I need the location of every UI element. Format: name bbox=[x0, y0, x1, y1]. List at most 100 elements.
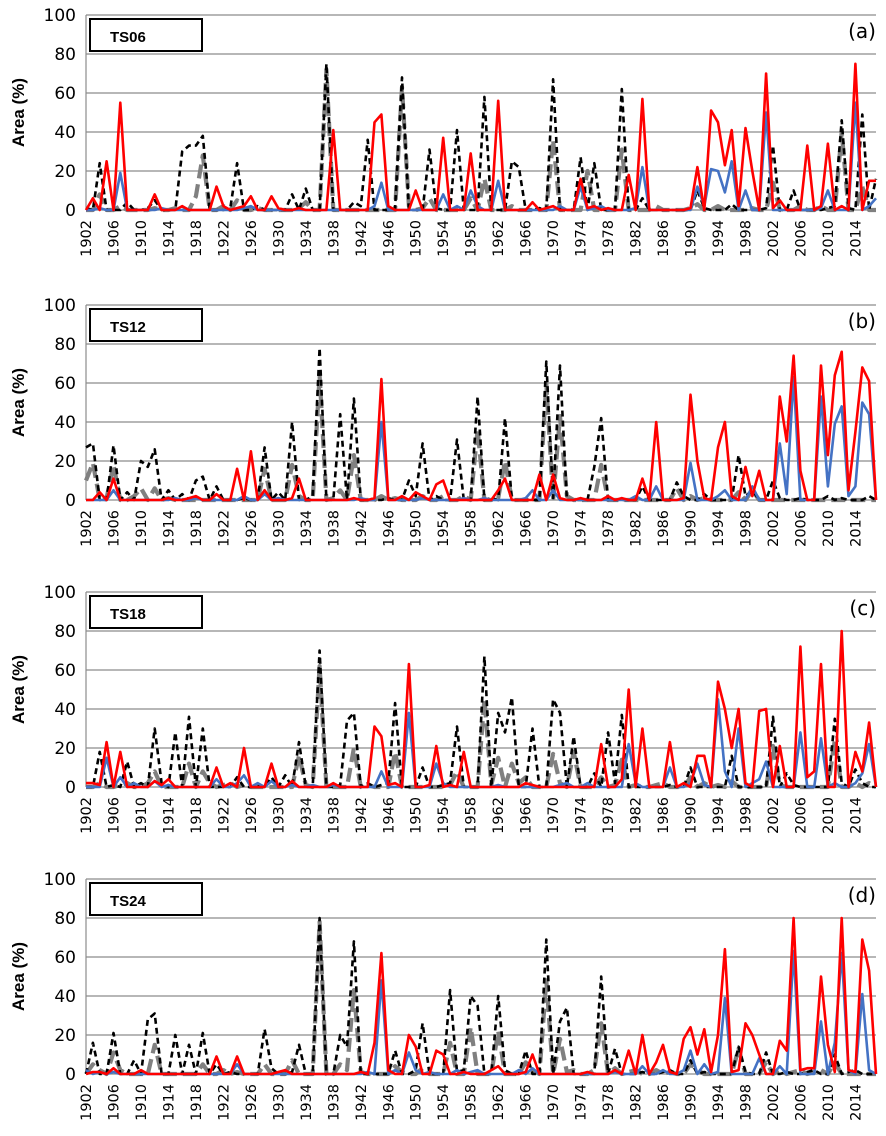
x-tick-label: 1962 bbox=[491, 1084, 507, 1121]
x-tick-label: 1910 bbox=[134, 220, 150, 257]
x-tick-label: 1962 bbox=[491, 797, 507, 834]
panel-a: 0 20 40 60 80 100 Area (%) 1902 1906 1910 1914 1918… bbox=[9, 6, 878, 257]
series-tag: TS12 bbox=[110, 319, 146, 336]
x-tick-label: 1962 bbox=[491, 220, 507, 257]
x-tick-label: 1966 bbox=[519, 220, 535, 257]
x-tick-label: 1954 bbox=[436, 1084, 452, 1121]
x-tick-label: 2014 bbox=[848, 220, 864, 257]
series-tag-box bbox=[89, 308, 203, 342]
panel-label: (b) bbox=[848, 309, 876, 333]
y-tick-label: 80 bbox=[54, 335, 76, 355]
x-tick-label: 1974 bbox=[574, 510, 590, 547]
x-tick-label: 1990 bbox=[684, 797, 700, 834]
y-axis-label: Area (%) bbox=[9, 655, 28, 724]
x-tick-label: 2006 bbox=[793, 797, 809, 834]
y-axis-label: Area (%) bbox=[9, 368, 28, 437]
x-tick-label: 1990 bbox=[684, 1084, 700, 1121]
x-tick-label: 1906 bbox=[106, 797, 122, 834]
x-tick-label: 1966 bbox=[519, 1084, 535, 1121]
x-tick-label: 1918 bbox=[189, 797, 205, 834]
x-tick-label: 2010 bbox=[821, 510, 837, 547]
x-tick-label: 1938 bbox=[326, 1084, 342, 1121]
series-line-red bbox=[85, 916, 878, 1076]
x-tick-label: 1978 bbox=[601, 797, 617, 834]
series-tag: TS06 bbox=[110, 29, 146, 46]
x-tick-label: 1998 bbox=[738, 510, 754, 547]
x-tick-label: 1910 bbox=[134, 510, 150, 547]
x-tick-label: 1934 bbox=[299, 510, 315, 547]
x-tick-label: 1934 bbox=[299, 797, 315, 834]
x-tick-label: 1970 bbox=[546, 1084, 562, 1121]
series-line-gray bbox=[86, 664, 878, 790]
y-tick-label: 100 bbox=[44, 583, 76, 603]
x-tick-label: 1958 bbox=[464, 797, 480, 834]
x-tick-label: 1946 bbox=[381, 510, 397, 547]
y-tick-label: 20 bbox=[54, 162, 76, 182]
y-tick-label: 20 bbox=[54, 1026, 76, 1046]
y-tick-label: 100 bbox=[44, 6, 76, 26]
x-tick-label: 1994 bbox=[711, 220, 727, 257]
y-tick-label: 40 bbox=[54, 413, 76, 433]
x-tick-label: 1998 bbox=[738, 220, 754, 257]
x-tick-label: 2010 bbox=[821, 1084, 837, 1121]
x-tick-label: 1902 bbox=[79, 797, 95, 834]
x-tick-label: 1922 bbox=[216, 797, 232, 834]
x-tick-label: 1918 bbox=[189, 220, 205, 257]
x-tick-label: 1950 bbox=[409, 797, 425, 834]
x-tick-label: 1902 bbox=[79, 220, 95, 257]
y-tick-label: 0 bbox=[65, 201, 76, 221]
x-tick-label: 1946 bbox=[381, 1084, 397, 1121]
x-tick-label: 1954 bbox=[436, 220, 452, 257]
y-axis-label: Area (%) bbox=[9, 78, 28, 147]
x-tick-label: 1954 bbox=[436, 797, 452, 834]
x-tick-label: 1930 bbox=[271, 510, 287, 547]
x-tick-label: 2006 bbox=[793, 220, 809, 257]
y-tick-label: 60 bbox=[54, 84, 76, 104]
y-tick-label: 60 bbox=[54, 661, 76, 681]
x-tick-label: 1930 bbox=[271, 220, 287, 257]
x-tick-label: 1974 bbox=[574, 1084, 590, 1121]
x-tick-label: 1978 bbox=[601, 220, 617, 257]
x-tick-label: 1934 bbox=[299, 1084, 315, 1121]
y-tick-label: 40 bbox=[54, 123, 76, 143]
series-tag-box bbox=[89, 18, 203, 52]
y-tick-label: 80 bbox=[54, 45, 76, 65]
x-tick-label: 2002 bbox=[766, 220, 782, 257]
x-tick-label: 2002 bbox=[766, 797, 782, 834]
x-tick-label: 1902 bbox=[79, 1084, 95, 1121]
x-tick-label: 1942 bbox=[354, 510, 370, 547]
y-tick-label: 100 bbox=[44, 296, 76, 316]
y-axis-label: Area (%) bbox=[9, 942, 28, 1011]
x-tick-label: 1966 bbox=[519, 510, 535, 547]
x-tick-label: 1974 bbox=[574, 220, 590, 257]
y-tick-label: 60 bbox=[54, 948, 76, 968]
x-tick-label: 1986 bbox=[656, 797, 672, 834]
x-tick-label: 1906 bbox=[106, 1084, 122, 1121]
x-tick-label: 1954 bbox=[436, 510, 452, 547]
x-tick-label: 1902 bbox=[79, 510, 95, 547]
x-tick-label: 1918 bbox=[189, 510, 205, 547]
x-tick-label: 1942 bbox=[354, 220, 370, 257]
x-tick-label: 1982 bbox=[629, 220, 645, 257]
x-tick-label: 2002 bbox=[766, 1084, 782, 1121]
x-tick-label: 1986 bbox=[656, 220, 672, 257]
x-tick-label: 2010 bbox=[821, 797, 837, 834]
x-tick-label: 1962 bbox=[491, 510, 507, 547]
x-tick-label: 1982 bbox=[629, 797, 645, 834]
x-tick-label: 1938 bbox=[326, 220, 342, 257]
y-tick-label: 100 bbox=[44, 870, 76, 890]
x-tick-label: 1930 bbox=[271, 797, 287, 834]
x-tick-label: 1922 bbox=[216, 510, 232, 547]
series-line-red bbox=[86, 629, 878, 789]
series-line-red bbox=[86, 350, 878, 502]
x-tick-label: 1958 bbox=[464, 220, 480, 257]
x-tick-label: 1914 bbox=[161, 1084, 177, 1121]
x-tick-label: 2006 bbox=[793, 1084, 809, 1121]
y-tick-label: 0 bbox=[65, 1065, 76, 1085]
x-tick-label: 1982 bbox=[629, 510, 645, 547]
y-tick-label: 0 bbox=[65, 778, 76, 798]
x-tick-label: 1990 bbox=[684, 220, 700, 257]
x-tick-label: 1990 bbox=[684, 510, 700, 547]
